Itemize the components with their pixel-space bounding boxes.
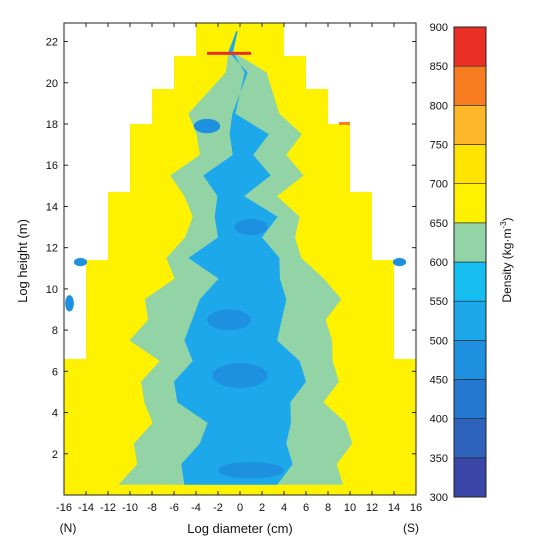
y-tick-label: 2 (52, 449, 58, 461)
colorbar-bin (453, 261, 487, 302)
colorbar-tick-label: 450 (430, 375, 448, 387)
x-axis-label: Log diameter (cm) (187, 521, 292, 536)
colorbar-title: Density (kg·m-3) (499, 217, 514, 302)
y-tick-label: 6 (52, 366, 58, 378)
y-tick-label: 14 (46, 201, 58, 213)
x-tick-label: 2 (259, 502, 265, 514)
x-axis: -16 -14 -12 -10 -8 -6 -4 -2 0 2 4 6 8 10 12 14 16 (56, 23, 422, 514)
heatmap-plot-area (64, 23, 416, 495)
x-tick-label: -2 (213, 502, 223, 514)
y-tick-label: 12 (46, 243, 58, 255)
colorbar-title-close: ) (500, 217, 514, 221)
y-tick-label: 22 (46, 37, 58, 49)
x-end-label-right: (S) (403, 521, 419, 535)
colorbar-bin (453, 300, 487, 341)
colorbar-bin (453, 105, 487, 145)
low-density-patch (218, 462, 284, 479)
colorbar-bin (453, 65, 487, 106)
colorbar-tick-label: 900 (430, 22, 448, 34)
low-density-patch (193, 118, 221, 134)
colorbar-tick-label: 800 (430, 100, 448, 112)
colorbar-bin (453, 340, 487, 380)
colorbar-bin (453, 144, 487, 184)
colorbar-bin (453, 26, 487, 67)
colorbar-tick-label: 600 (430, 257, 448, 269)
colorbar-tick-label: 650 (430, 218, 448, 230)
colorbar-tick-label: 700 (430, 179, 448, 191)
colorbar-frame (453, 26, 487, 498)
x-tick-label: 12 (366, 502, 378, 514)
x-tick-label: -16 (56, 502, 72, 514)
y-tick-label: 16 (46, 160, 58, 172)
y-tick-label: 10 (46, 284, 58, 296)
low-density-patch (73, 257, 88, 267)
x-tick-label: -10 (122, 502, 138, 514)
low-density-patch (234, 218, 268, 236)
colorbar-legend: 300 350 400 450 500 550 600 650 700 750 800 850 900 (430, 22, 487, 504)
x-tick-label: 8 (325, 502, 331, 514)
low-density-patch (207, 309, 251, 331)
y-tick-label: 4 (52, 408, 58, 420)
high-density-streak (207, 51, 251, 55)
y-tick-label: 18 (46, 119, 58, 131)
colorbar-title-main: Density (kg·m (500, 229, 514, 303)
x-tick-label: 4 (281, 502, 287, 514)
high-density-streak (339, 121, 350, 125)
colorbar-tick-label: 750 (430, 140, 448, 152)
colorbar-tick-label: 300 (430, 492, 448, 504)
colorbar-bin (453, 418, 487, 459)
low-density-core (174, 31, 306, 485)
x-tick-label: -4 (191, 502, 201, 514)
colorbar-tick-label: 550 (430, 296, 448, 308)
x-tick-label: 0 (237, 502, 243, 514)
colorbar-tick-label: 350 (430, 453, 448, 465)
x-end-label-left: (N) (60, 521, 77, 535)
colorbar-tick-label: 850 (430, 61, 448, 73)
x-tick-label: 16 (410, 502, 422, 514)
x-tick-label: 10 (344, 502, 356, 514)
colorbar-tick-label: 500 (430, 335, 448, 347)
x-tick-label: 6 (303, 502, 309, 514)
y-axis-label: Log height (m) (15, 219, 30, 303)
colorbar-bin (453, 457, 487, 498)
colorbar-bin (453, 222, 487, 263)
low-density-patch (212, 363, 268, 388)
y-tick-label: 8 (52, 325, 58, 337)
x-tick-label: -12 (100, 502, 116, 514)
colorbar-tick-label: 400 (430, 414, 448, 426)
colorbar-bin (453, 183, 487, 224)
trunk-section (196, 23, 284, 56)
colorbar-title-superscript: -3 (499, 221, 508, 229)
x-tick-label: -8 (147, 502, 157, 514)
y-tick-label: 20 (46, 78, 58, 90)
low-density-patch (65, 295, 74, 312)
x-tick-label: -14 (78, 502, 94, 514)
x-tick-label: 14 (388, 502, 400, 514)
low-density-patch (392, 257, 407, 267)
colorbar-bin (453, 379, 487, 419)
x-tick-label: -6 (169, 502, 179, 514)
y-axis: 2 4 6 8 10 12 14 16 18 20 22 (46, 37, 416, 461)
